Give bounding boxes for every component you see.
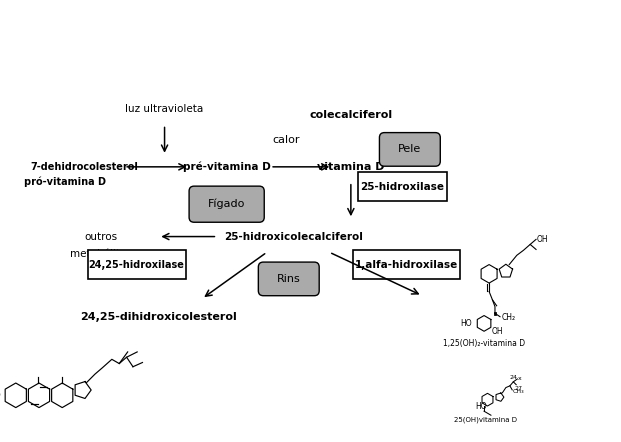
Text: calor: calor — [272, 135, 299, 145]
Text: colecalciferol: colecalciferol — [309, 110, 392, 120]
Text: 1,25(OH)₂-vitamina D: 1,25(OH)₂-vitamina D — [443, 339, 525, 348]
Text: Rins: Rins — [277, 274, 301, 284]
Text: 25(OH)vitamina D: 25(OH)vitamina D — [454, 417, 517, 423]
Text: x: x — [518, 376, 522, 381]
Text: CH₂: CH₂ — [502, 313, 516, 322]
Text: outros: outros — [84, 232, 117, 242]
Text: HO: HO — [0, 391, 1, 400]
Text: metabólitos: metabólitos — [70, 249, 132, 259]
Text: HO: HO — [461, 319, 473, 328]
Text: 25-hidroxilase: 25-hidroxilase — [360, 182, 445, 192]
FancyBboxPatch shape — [353, 250, 460, 279]
Text: CH₃: CH₃ — [513, 389, 524, 393]
Text: 24,25-hidroxilase: 24,25-hidroxilase — [89, 259, 184, 270]
FancyBboxPatch shape — [88, 250, 186, 279]
Text: OH: OH — [537, 235, 548, 244]
Text: 7-dehidrocolesterol: 7-dehidrocolesterol — [30, 162, 138, 172]
Text: HO: HO — [475, 401, 486, 411]
Text: 27: 27 — [514, 386, 522, 391]
Text: 25-hidroxicolecalciferol: 25-hidroxicolecalciferol — [224, 232, 363, 242]
Text: luz ultravioleta: luz ultravioleta — [125, 104, 204, 114]
FancyBboxPatch shape — [379, 133, 440, 166]
Text: pré-vitamina D: pré-vitamina D — [183, 162, 271, 172]
Text: 24: 24 — [509, 374, 517, 380]
Text: pró-vitamina D: pró-vitamina D — [24, 176, 106, 187]
Text: 24,25-dihidroxicolesterol: 24,25-dihidroxicolesterol — [80, 312, 237, 323]
Text: 1,alfa-hidroxilase: 1,alfa-hidroxilase — [355, 259, 458, 270]
Text: OH: OH — [492, 328, 503, 336]
FancyBboxPatch shape — [258, 262, 319, 296]
FancyBboxPatch shape — [189, 186, 265, 222]
Text: Pele: Pele — [398, 145, 422, 154]
FancyBboxPatch shape — [358, 172, 447, 201]
Text: vitamina D: vitamina D — [317, 162, 384, 172]
Text: Fígado: Fígado — [208, 199, 245, 210]
